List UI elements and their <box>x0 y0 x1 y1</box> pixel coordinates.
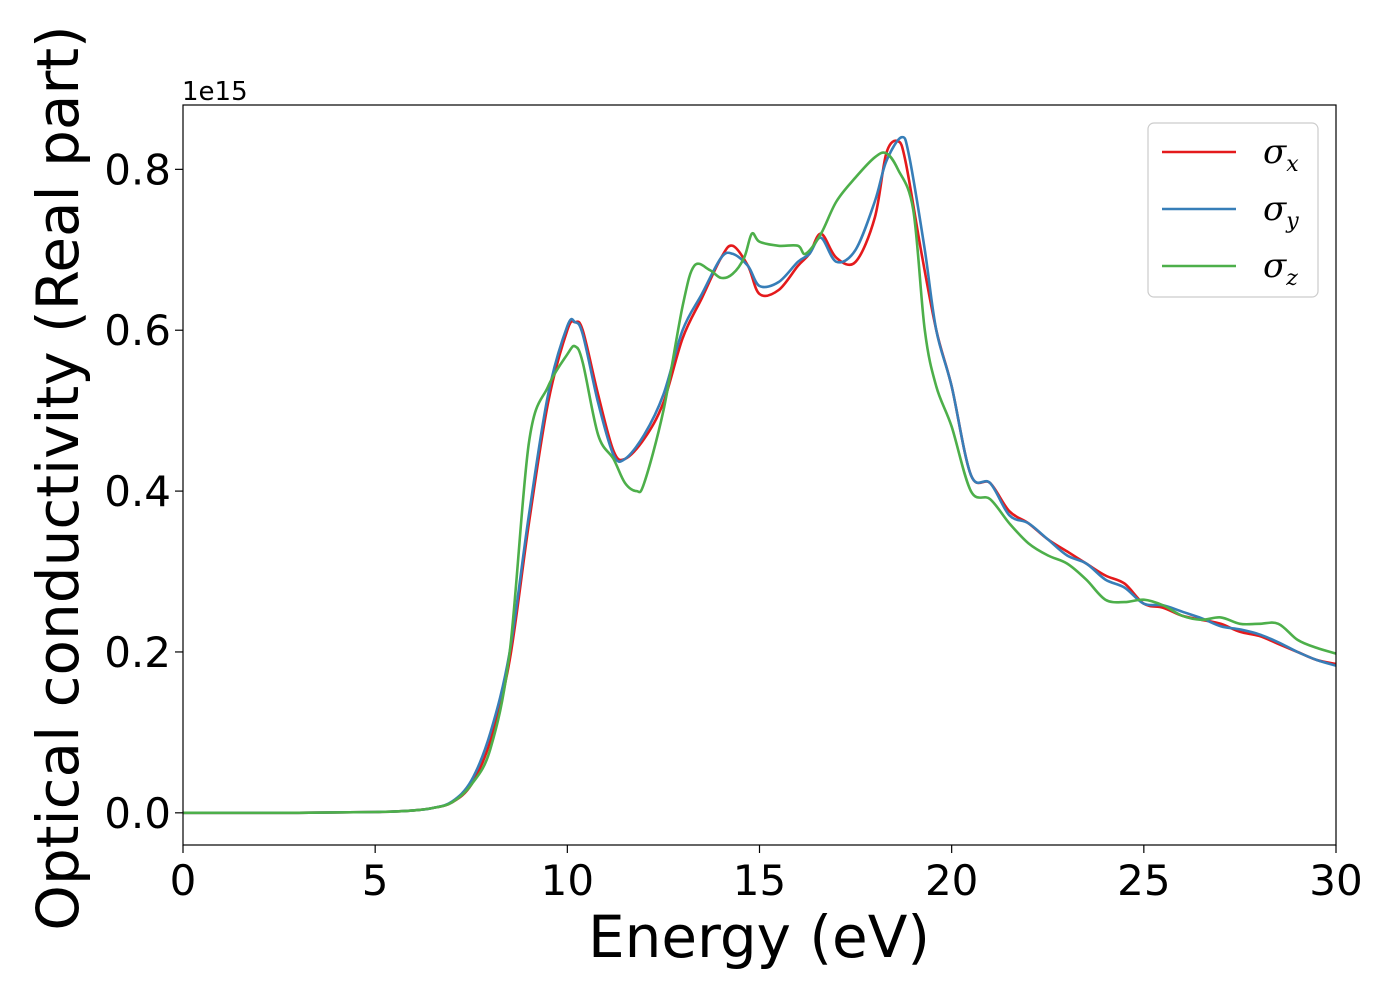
y-tick-label: 0.0 <box>104 789 171 838</box>
legend-label-x: σx <box>1263 132 1299 177</box>
legend-label-z: σz <box>1263 246 1298 291</box>
plot-frame <box>182 104 1337 846</box>
ticks-layer: 0 5 10 15 20 25 30 0.0 0.2 0.4 0.6 0.8 <box>104 145 1363 905</box>
x-axis-label: Energy (eV) <box>588 903 930 971</box>
y-tick-label: 0.4 <box>104 467 171 516</box>
series-layer <box>182 135 1337 815</box>
legend-label-y: σy <box>1263 189 1299 234</box>
series-line-y <box>182 135 1337 815</box>
x-tick-label: 30 <box>1309 856 1362 905</box>
y-tick-label: 0.6 <box>104 306 171 355</box>
x-tick-label: 5 <box>362 856 389 905</box>
x-tick-label: 10 <box>541 856 594 905</box>
series-line-z <box>182 151 1337 815</box>
legend: σx σy σz <box>1147 122 1319 298</box>
x-tick-label: 0 <box>170 856 197 905</box>
y-tick-label: 0.2 <box>104 628 171 677</box>
x-tick-label: 25 <box>1117 856 1170 905</box>
y-offset-label: 1e15 <box>182 77 248 107</box>
x-tick-label: 20 <box>925 856 978 905</box>
x-tick-label: 15 <box>733 856 786 905</box>
y-tick-label: 0.8 <box>104 145 171 194</box>
y-axis-label: Optical conductivity (Real part) <box>24 25 92 930</box>
